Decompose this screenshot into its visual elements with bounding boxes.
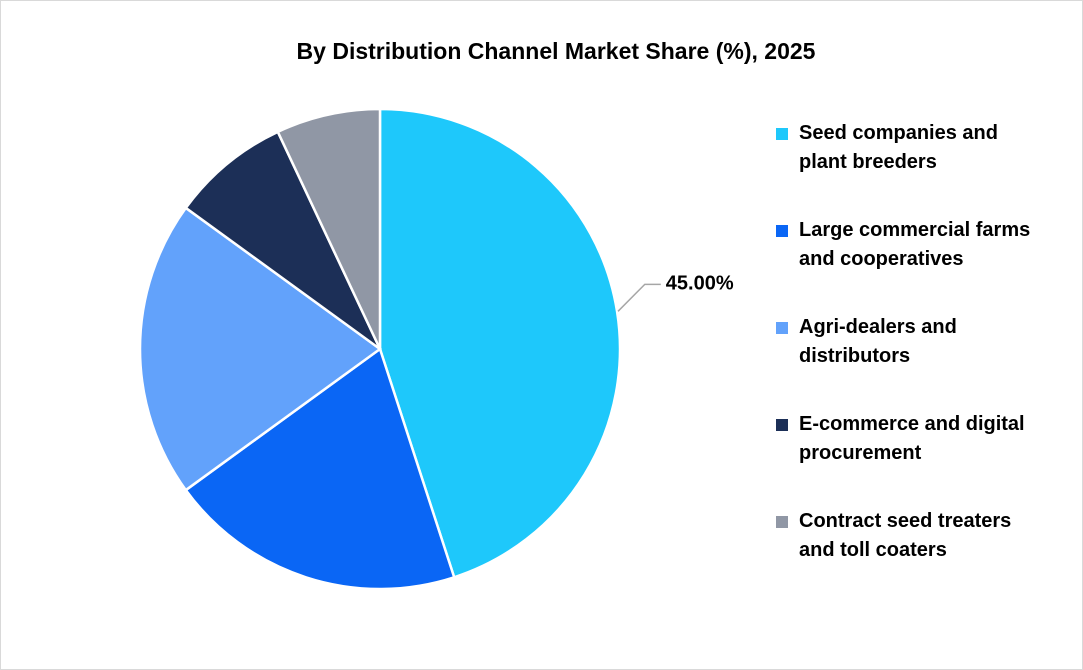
legend-swatch — [776, 128, 788, 140]
chart-title: By Distribution Channel Market Share (%)… — [297, 38, 816, 64]
pie-slice — [276, 107, 382, 350]
legend-item: Large commercial farms and cooperatives — [776, 216, 1046, 313]
pie-slice — [184, 346, 456, 591]
legend-swatch — [776, 225, 788, 237]
legend-swatch — [776, 516, 788, 528]
legend-label: E-commerce and digital procurement — [799, 413, 1025, 464]
legend-item: Contract seed treaters and toll coaters — [776, 507, 1046, 604]
legend-label: Agri-dealers and distributors — [799, 316, 957, 367]
legend: Seed companies and plant breeders Large c… — [776, 119, 1046, 604]
legend-item: Agri-dealers and distributors — [776, 313, 1046, 410]
legend-swatch — [776, 322, 788, 334]
pie-slice — [378, 107, 622, 579]
legend-item: Seed companies and plant breeders — [776, 119, 1046, 216]
data-label: 45.00% — [666, 273, 734, 295]
leader-line — [617, 283, 661, 312]
pie-slice — [138, 206, 383, 492]
legend-label: Contract seed treaters and toll coaters — [799, 510, 1012, 561]
legend-swatch — [776, 419, 788, 431]
legend-label: Large commercial farms and cooperatives — [799, 219, 1031, 270]
legend-item: E-commerce and digital procurement — [776, 410, 1046, 507]
legend-label: Seed companies and plant breeders — [799, 122, 998, 173]
pie-slice — [184, 130, 382, 351]
